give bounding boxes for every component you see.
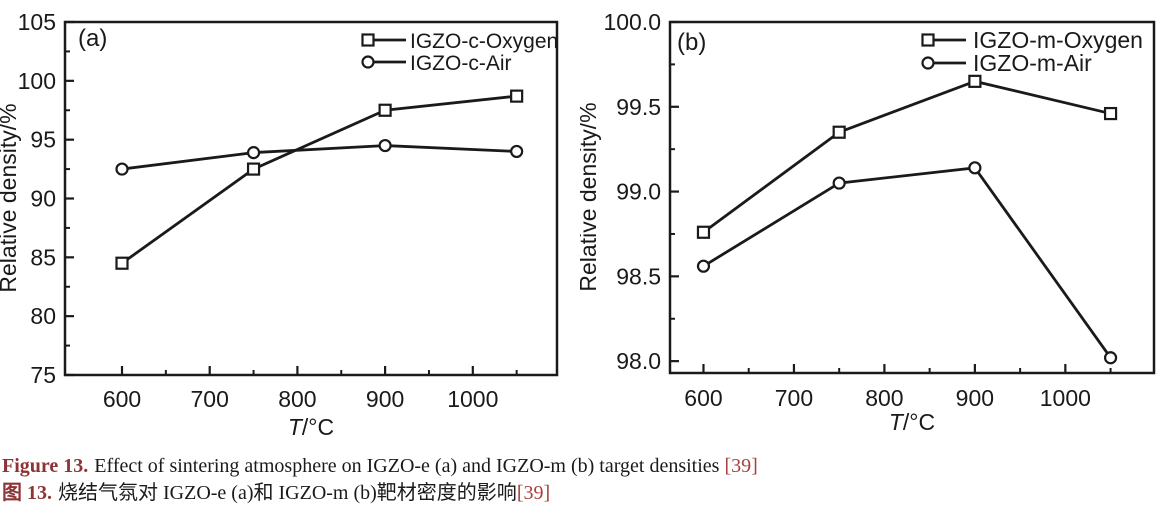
y-tick-label: 100	[18, 68, 56, 94]
y-tick-label: 75	[30, 362, 56, 388]
y-axis-title: Relative density/%	[580, 102, 601, 291]
axes: 600 700 800 900 1000 75 80 85 90 95 100 105	[18, 9, 518, 412]
series-igzo-m-oxygen	[696, 74, 1118, 239]
data-point-marker	[696, 259, 711, 273]
y-tick-label: 85	[30, 244, 56, 270]
figure-caption: Figure 13. Effect of sintering atmosphere…	[2, 453, 1157, 507]
axes: 600 700 800 900 1000 98.0 98.5 99.0 99.5 100.0	[603, 9, 1112, 411]
data-point-marker	[115, 162, 129, 176]
y-tick-label: 98.5	[616, 263, 661, 289]
series-igzo-c-oxygen	[115, 89, 524, 270]
y-tick-label: 90	[30, 186, 56, 212]
chart-panel-a: 600 700 800 900 1000 75 80 85 90 95 100 105 T/°C Rela…	[0, 9, 559, 440]
data-point-marker	[115, 256, 129, 270]
x-tick-label: 900	[956, 385, 994, 411]
chart-panel-b: 600 700 800 900 1000 98.0 98.5 99.0 99.5 100.0 T/°…	[580, 9, 1156, 435]
legend-item: IGZO-m-Air	[921, 50, 1092, 76]
series-igzo-m-air	[696, 161, 1118, 365]
x-tick-label: 1000	[447, 386, 498, 412]
series-line	[702, 79, 1111, 234]
legend-label: IGZO-c-Air	[410, 52, 511, 75]
legend-label: IGZO-c-Oxygen	[410, 30, 558, 53]
data-point-marker	[832, 176, 846, 190]
data-point-marker	[510, 89, 524, 103]
data-point-marker	[246, 162, 261, 176]
y-tick-label: 100.0	[603, 9, 661, 35]
data-point-marker	[246, 146, 261, 160]
series-line	[121, 94, 517, 265]
caption-text-zh: 烧结气氛对 IGZO-e (a)和 IGZO-m (b)靶材密度的影响	[58, 482, 517, 504]
x-axis-title: T/°C	[889, 409, 935, 435]
caption-english: Figure 13. Effect of sintering atmosphere…	[2, 453, 1157, 480]
x-tick-label: 900	[366, 386, 404, 412]
x-tick-label: 600	[684, 385, 722, 411]
y-tick-label: 80	[30, 303, 56, 329]
reference-link-en[interactable]: [39]	[724, 455, 758, 477]
legend-marker-circle	[361, 55, 375, 69]
x-tick-label: 600	[103, 386, 141, 412]
caption-chinese: 图 13. 烧结气氛对 IGZO-e (a)和 IGZO-m (b)靶材密度的影响…	[2, 480, 1157, 507]
y-tick-label: 98.0	[616, 348, 661, 374]
caption-label-en: Figure 13.	[2, 455, 89, 477]
data-point-marker	[696, 225, 711, 239]
y-tick-label: 99.0	[616, 179, 661, 205]
y-tick-label: 95	[30, 127, 56, 153]
x-tick-label: 700	[775, 385, 813, 411]
x-tick-label: 700	[191, 386, 229, 412]
plot-frame	[668, 20, 1156, 375]
caption-text-en: Effect of sintering atmosphere on IGZO-e…	[94, 455, 720, 477]
data-point-marker	[968, 161, 982, 175]
series-line	[702, 166, 1112, 359]
legend-marker-square	[921, 33, 935, 47]
legend-item: IGZO-m-Oxygen	[921, 27, 1143, 53]
y-axis-title: Relative density/%	[0, 103, 21, 292]
caption-label-zh: 图 13.	[2, 482, 52, 504]
reference-link-zh[interactable]: [39]	[516, 482, 551, 504]
data-point-marker	[1103, 351, 1118, 365]
x-axis-title: T/°C	[288, 414, 334, 440]
legend-marker-circle	[921, 56, 935, 70]
data-point-marker	[1103, 106, 1118, 121]
legend-item: IGZO-c-Air	[361, 52, 511, 75]
data-point-marker	[832, 125, 846, 139]
data-point-marker	[968, 74, 982, 88]
x-tick-label: 800	[865, 385, 903, 411]
x-tick-label: 800	[278, 386, 316, 412]
data-point-marker	[378, 103, 392, 117]
legend-item: IGZO-c-Oxygen	[361, 30, 558, 53]
series-line	[121, 144, 517, 171]
panel-label: (a)	[78, 25, 107, 52]
legend-label: IGZO-m-Oxygen	[973, 27, 1143, 53]
legend-marker-square	[361, 33, 375, 47]
panel-label: (b)	[677, 29, 706, 56]
y-tick-label: 105	[18, 9, 56, 35]
series-igzo-c-air	[115, 138, 524, 176]
data-point-marker	[510, 144, 524, 159]
data-point-marker	[378, 138, 392, 153]
legend-label: IGZO-m-Air	[973, 50, 1092, 76]
y-tick-label: 99.5	[616, 94, 661, 120]
x-tick-label: 1000	[1040, 385, 1091, 411]
